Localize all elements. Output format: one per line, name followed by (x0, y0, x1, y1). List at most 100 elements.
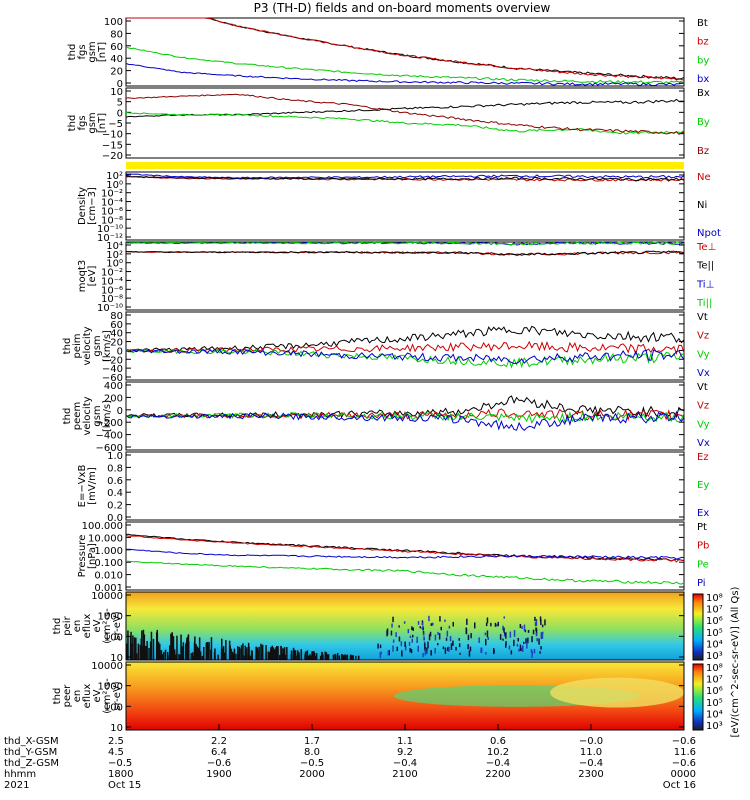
y-tick-label: 10² (106, 250, 123, 261)
spectrogram-pixel (300, 651, 303, 660)
spectrogram-pixel (195, 656, 198, 660)
spectrogram-pixel (519, 624, 522, 628)
series-line-Vy (125, 348, 685, 369)
spectrogram-pixel (206, 646, 209, 660)
y-tick-label: 10² (106, 171, 123, 182)
spectrogram-pixel (240, 648, 242, 660)
spectrogram-pixel (407, 629, 410, 634)
spectrogram-pixel (309, 654, 311, 660)
y-tick-label: −400 (96, 431, 123, 442)
spectrogram-pixel (164, 649, 167, 660)
spectrogram-pixel (531, 636, 533, 643)
colorbar-tick-label: 10⁴ (706, 709, 723, 720)
spectrogram-pixel (494, 622, 497, 627)
spectrogram-pixel (513, 630, 516, 637)
spectrogram-pixel (505, 641, 507, 646)
series-line-Pe (126, 560, 685, 585)
spectrogram-pixel (398, 636, 401, 642)
y-tick-label: 0.100 (94, 558, 123, 569)
legend-entry: Bz (697, 146, 709, 157)
y-axis-label: [cm−3] (87, 187, 98, 225)
legend-entry: Ez (697, 452, 709, 463)
y-axis-label: peim (72, 333, 83, 358)
spectrogram-pixel (505, 632, 507, 639)
y-axis-label: Density (77, 187, 88, 225)
spectrogram-pixel (486, 617, 489, 624)
spectrogram-pixel (306, 650, 309, 660)
legend-entry: Vy (697, 349, 710, 360)
spectrogram-pixel (293, 649, 296, 660)
spectrogram-pixel (169, 645, 171, 660)
spectrogram-pixel (173, 651, 176, 660)
y-axis-label: fgs (77, 44, 88, 59)
spectrogram-pixel (310, 655, 312, 660)
spectrogram-pixel (458, 643, 461, 648)
x-row-value: 0000 (671, 769, 696, 780)
spectrogram-pixel (145, 645, 147, 660)
y-axis-label: thd (67, 115, 78, 132)
y-tick-label: 80 (110, 29, 123, 40)
x-row-value: −0.6 (672, 758, 696, 769)
y-tick-label: 400 (104, 381, 123, 392)
x-row-value: 2200 (485, 769, 510, 780)
spectrogram-pixel (518, 648, 520, 652)
x-row-label: thd_X-GSM (4, 736, 59, 747)
y-tick-label: −600 (96, 443, 123, 454)
colorbar-tick-label: 10³ (706, 721, 723, 732)
spectrogram-pixel (534, 616, 536, 622)
panel-frame (125, 591, 685, 661)
panel-frame (125, 521, 685, 591)
series-line-By (125, 111, 685, 135)
y-tick-label: 10⁻¹⁰ (97, 303, 123, 314)
spectrogram-pixel (187, 634, 190, 660)
series-line-Bz (125, 93, 685, 135)
spectrogram-pixel (139, 644, 141, 660)
spectrogram-pixel (539, 651, 541, 654)
x-row-value: 6.4 (211, 747, 227, 758)
series-line-Npot (125, 173, 685, 179)
x-row-value: −0.4 (579, 758, 603, 769)
spectrogram-pixel (249, 655, 251, 660)
spectrogram-pixel (439, 616, 441, 622)
legend-entry: Ne (697, 172, 711, 183)
spectrogram-pixel (276, 646, 278, 660)
y-axis-label: thd (62, 338, 73, 355)
spectrogram-pixel (404, 641, 406, 647)
y-tick-label: −40 (102, 364, 123, 375)
spectrogram-pixel (390, 630, 393, 636)
spectrogram-pixel (442, 646, 445, 650)
spectrogram-pixel (298, 654, 300, 660)
y-tick-label: 40 (110, 329, 123, 340)
spectrogram-pixel (502, 638, 504, 641)
legend-entry: Te⊥ (696, 242, 716, 253)
y-axis-label: fgs (77, 115, 88, 130)
x-row-value: 0.6 (490, 736, 506, 747)
spectrogram-pixel (235, 653, 237, 660)
spectrogram-pixel (222, 646, 225, 660)
y-tick-label: 0.0 (107, 513, 123, 524)
spectrogram-pixel (534, 622, 537, 627)
y-tick-label: 40 (110, 54, 123, 65)
spectrogram-pixel (470, 633, 472, 639)
spectrogram-pixel (422, 652, 424, 658)
spectrogram-pixel (182, 655, 184, 660)
y-axis-label: [eV] (87, 266, 98, 287)
spectrogram-pixel (519, 644, 522, 652)
y-tick-label: 1.0 (107, 451, 123, 462)
y-tick-label: 1000 (98, 612, 123, 623)
panel-frame (125, 241, 685, 311)
x-row-label: hhmm (4, 769, 36, 780)
y-tick-label: 80 (110, 311, 123, 322)
spectrogram-pixel (449, 636, 452, 642)
spectrogram-pixel (137, 643, 140, 660)
y-tick-label: −60 (102, 373, 123, 384)
y-tick-label: 20 (110, 67, 123, 78)
spectrogram-pixel (217, 654, 219, 660)
spectrogram-pixel (404, 645, 407, 651)
spectrogram-pixel (478, 637, 480, 643)
y-axis-label: peem (72, 402, 83, 430)
spectrogram-pixel (181, 646, 183, 660)
spectrogram-pixel (432, 622, 434, 626)
spectrogram-pixel (140, 638, 142, 660)
